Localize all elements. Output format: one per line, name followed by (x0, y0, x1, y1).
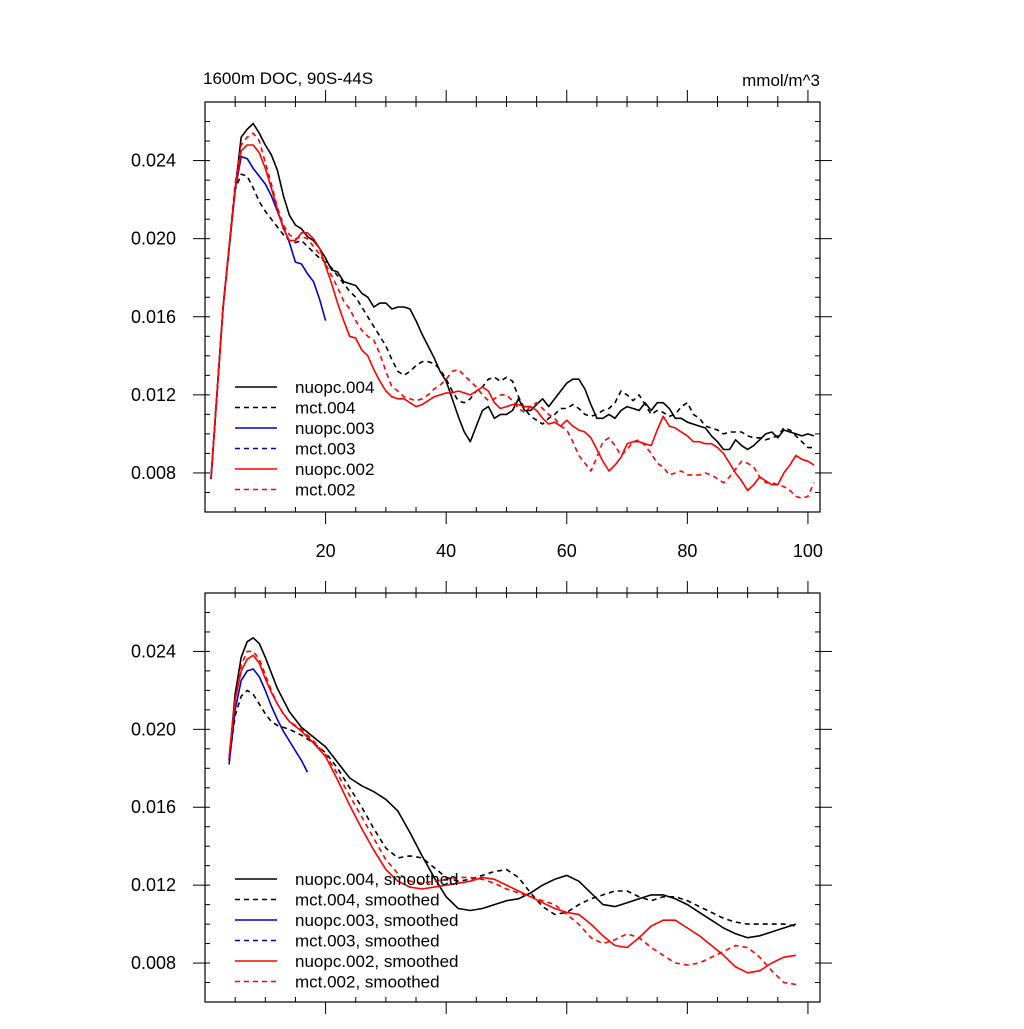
x-tick-label: 60 (557, 541, 577, 561)
top-panel: 1600m DOC, 90S-44S mmol/m^3 0.0080.0120.… (131, 69, 832, 561)
series-line (210, 155, 327, 479)
bottom-axes: 0.008 0.012 0.016 0.020 0.024 (131, 581, 832, 1014)
legend-label: mct.002, smoothed (295, 973, 440, 992)
y-tick-label: 0.008 (131, 953, 176, 973)
series-line (228, 650, 797, 986)
legend-label: nuopc.004, smoothed (295, 870, 459, 889)
chart-units: mmol/m^3 (742, 71, 820, 90)
series-line (228, 636, 797, 939)
series-line (210, 144, 815, 492)
series-line (210, 132, 815, 500)
legend-label: mct.003, smoothed (295, 932, 440, 951)
x-tick-label: 20 (316, 541, 336, 561)
top-axes: 0.008 0.012 0.016 0.020 0.024 20 40 60 80 100 (131, 90, 832, 561)
legend-label: nuopc.003, smoothed (295, 911, 459, 930)
y-tick-label: 0.024 (131, 151, 176, 171)
plot-frame (204, 101, 821, 513)
series-line (228, 689, 797, 927)
y-tick-label: 0.012 (131, 385, 176, 405)
y-tick-label: 0.012 (131, 875, 176, 895)
legend-label: nuopc.004 (295, 378, 374, 397)
x-tick-label: 100 (793, 541, 823, 561)
series-line (210, 173, 814, 479)
top-series (210, 122, 815, 500)
x-tick-label: 80 (677, 541, 697, 561)
plot-frame (204, 592, 821, 1003)
x-tick-label: 40 (436, 541, 456, 561)
legend-label: mct.004, smoothed (295, 891, 440, 910)
legend-label: mct.004 (295, 399, 355, 418)
y-tick-label: 0.024 (131, 641, 176, 661)
legend-label: mct.002 (295, 481, 355, 500)
y-tick-label: 0.008 (131, 463, 176, 483)
bottom-panel: 0.008 0.012 0.016 0.020 0.024 nuopc.004, smo… (131, 581, 832, 1014)
y-tick-label: 0.020 (131, 719, 176, 739)
y-tick-label: 0.020 (131, 229, 176, 249)
y-tick-label: 0.016 (131, 797, 176, 817)
legend-label: nuopc.002 (295, 460, 374, 479)
y-tick-label: 0.016 (131, 307, 176, 327)
series-line (228, 668, 309, 773)
series-line (210, 122, 815, 479)
bottom-series (228, 636, 797, 986)
legend-label: nuopc.003 (295, 419, 374, 438)
legend-label: nuopc.002, smoothed (295, 952, 459, 971)
chart-title: 1600m DOC, 90S-44S (203, 69, 373, 88)
legend-label: mct.003 (295, 440, 355, 459)
